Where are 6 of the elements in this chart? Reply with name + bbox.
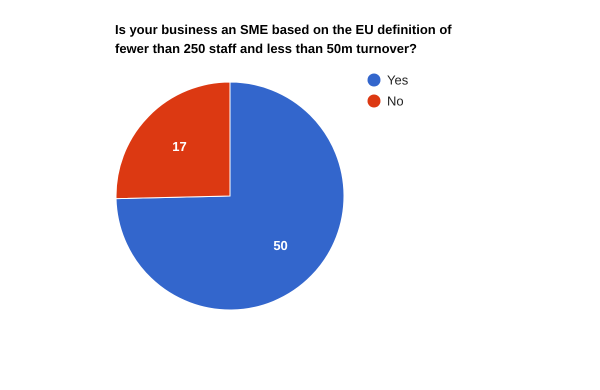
pie-slice xyxy=(116,82,344,310)
chart-title: Is your business an SME based on the EU definition of fewer than 250 staff and less than 50m turnover? xyxy=(115,22,452,56)
legend-label: No xyxy=(387,94,404,109)
data-label: 50 xyxy=(273,238,288,253)
legend-label: Yes xyxy=(387,72,409,88)
data-label: 17 xyxy=(172,139,187,154)
